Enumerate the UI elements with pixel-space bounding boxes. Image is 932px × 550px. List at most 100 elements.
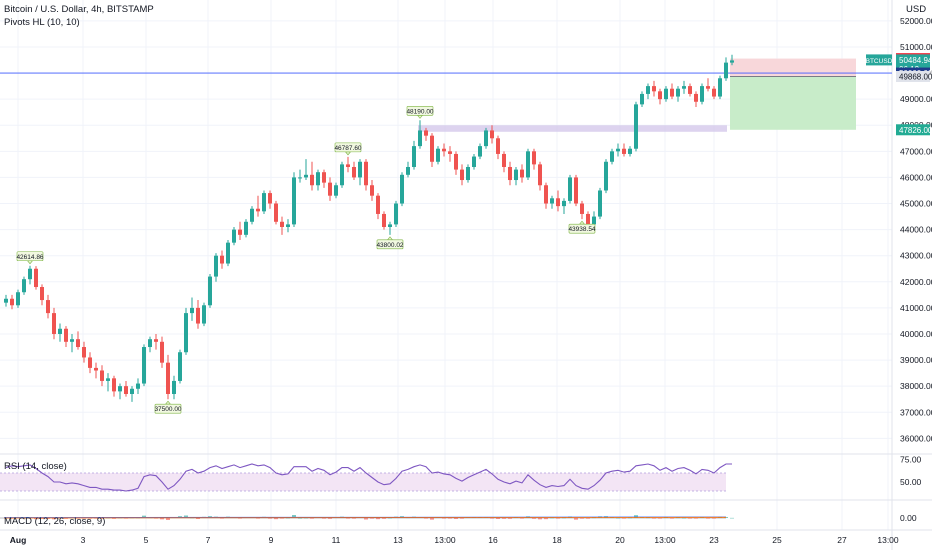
candle [34, 266, 38, 290]
rsi-band [0, 473, 726, 491]
candle-body [250, 208, 254, 222]
price-tag: 47826.00 [896, 124, 932, 136]
candle-body [196, 307, 200, 324]
candle [724, 57, 728, 81]
candle-body [28, 268, 32, 280]
candle [400, 172, 404, 207]
y-tick-label: 39000.00 [900, 355, 932, 365]
candle [82, 341, 86, 363]
candle [4, 294, 8, 307]
candle [322, 169, 326, 188]
candle [238, 221, 242, 241]
candle-body [82, 347, 86, 358]
pivot-marker [164, 400, 172, 405]
candle-body [340, 164, 344, 186]
macd-histogram-bar [688, 518, 692, 519]
candle-body [556, 198, 560, 207]
candle-body [730, 60, 734, 63]
candle-body [178, 352, 182, 381]
candle [616, 143, 620, 157]
macd-histogram-bar [112, 518, 116, 519]
candle [58, 323, 62, 342]
candle [40, 284, 44, 306]
candle-body [256, 208, 260, 212]
candle-body [76, 339, 80, 348]
candle-body [460, 169, 464, 181]
candle [730, 54, 734, 66]
macd-histogram-bar [268, 518, 272, 519]
rsi-line [5, 463, 732, 492]
macd-histogram-bar [388, 517, 392, 519]
candle [370, 180, 374, 201]
candle [196, 300, 200, 329]
x-tick-label: 18 [552, 535, 562, 545]
y-tick-label: 46000.00 [900, 172, 932, 182]
candle-body [448, 151, 452, 154]
macd-histogram-bar [310, 518, 314, 519]
macd-histogram-bar [274, 518, 278, 520]
candle [106, 373, 110, 392]
candle-body [532, 151, 536, 165]
candle-body [22, 279, 26, 293]
candle-body [706, 86, 710, 89]
candle [376, 193, 380, 220]
y-tick-label: 40000.00 [900, 329, 932, 339]
candle-body [658, 91, 662, 100]
candle [688, 83, 692, 97]
candle [406, 161, 410, 178]
candle-body [130, 388, 134, 394]
macd-histogram-bar [448, 518, 452, 519]
pivot-label: 43938.54 [568, 226, 595, 233]
candle [16, 289, 20, 308]
candle-body [298, 177, 302, 179]
x-tick-label: 3 [81, 535, 86, 545]
candle-body [520, 169, 524, 178]
candle-body [700, 86, 704, 102]
candle-body [148, 339, 152, 348]
candle-body [598, 190, 602, 217]
x-tick-label: 13:00 [877, 535, 899, 545]
macd-histogram-bar [154, 518, 158, 519]
macd-histogram-bar [238, 518, 242, 519]
candle [658, 88, 662, 105]
candle-body [118, 386, 122, 392]
y-tick-label: 38000.00 [900, 381, 932, 391]
candle [358, 159, 362, 186]
price-tag-label: 47826.00 [899, 126, 932, 135]
candle [100, 365, 104, 387]
candle-body [616, 148, 620, 152]
macd-histogram-bar [382, 518, 386, 519]
candle-body [88, 357, 92, 368]
macd-histogram-bar [730, 517, 734, 519]
x-tick-label: 13:00 [434, 535, 456, 545]
candle [472, 153, 476, 170]
candle-body [562, 200, 566, 207]
pivot-marker [416, 114, 424, 119]
candle-body [682, 86, 686, 89]
candle [130, 386, 134, 402]
macd-histogram-bar [634, 515, 638, 518]
currency-label: USD [906, 4, 927, 15]
rsi-label: RSI (14, close) [4, 461, 67, 472]
candle [454, 151, 458, 175]
candle-body [166, 362, 170, 394]
y-tick-label: 43000.00 [900, 251, 932, 261]
candle [544, 182, 548, 209]
candle [124, 380, 128, 397]
candle-body [286, 224, 290, 227]
candle-body [208, 276, 212, 306]
macd-histogram-bar [586, 518, 590, 519]
candle [88, 352, 92, 374]
macd-histogram-bar [124, 518, 128, 519]
candle [670, 83, 674, 100]
candle-body [304, 174, 308, 178]
candle [628, 146, 632, 157]
x-tick-label: 20 [615, 535, 625, 545]
candle [250, 206, 254, 225]
candle-body [280, 221, 284, 227]
candle [166, 354, 170, 400]
macd-histogram-bar [562, 517, 566, 519]
candle-body [34, 268, 38, 288]
price-tag: 49868.00 [896, 71, 932, 83]
